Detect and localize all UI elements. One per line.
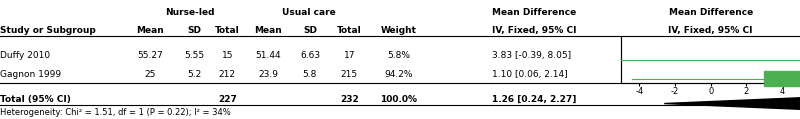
- Text: Total: Total: [337, 26, 362, 35]
- Text: 5.2: 5.2: [187, 70, 202, 79]
- Text: Heterogeneity: Chi² = 1.51, df = 1 (P = 0.22); I² = 34%: Heterogeneity: Chi² = 1.51, df = 1 (P = …: [0, 108, 230, 117]
- Text: Mean: Mean: [254, 26, 282, 35]
- Text: 212: 212: [219, 70, 236, 79]
- Text: 17: 17: [343, 51, 355, 60]
- Text: Nurse-led: Nurse-led: [165, 8, 214, 17]
- Text: IV, Fixed, 95% CI: IV, Fixed, 95% CI: [669, 26, 753, 35]
- Bar: [764, 71, 800, 86]
- Text: 5.8%: 5.8%: [387, 51, 410, 60]
- Text: 25: 25: [144, 70, 156, 79]
- Text: Gagnon 1999: Gagnon 1999: [0, 70, 61, 79]
- Text: Mean: Mean: [136, 26, 164, 35]
- Text: Mean Difference: Mean Difference: [669, 8, 753, 17]
- Text: 232: 232: [340, 95, 358, 104]
- Text: 5.55: 5.55: [184, 51, 205, 60]
- Text: Usual care: Usual care: [282, 8, 335, 17]
- Text: 100.0%: 100.0%: [380, 95, 417, 104]
- Text: 5.8: 5.8: [302, 70, 317, 79]
- Text: 23.9: 23.9: [258, 70, 278, 79]
- Text: 215: 215: [341, 70, 358, 79]
- Text: Total: Total: [215, 26, 240, 35]
- Text: Weight: Weight: [381, 26, 417, 35]
- Text: 227: 227: [218, 95, 237, 104]
- Text: Total (95% CI): Total (95% CI): [0, 95, 71, 104]
- Text: IV, Fixed, 95% CI: IV, Fixed, 95% CI: [492, 26, 577, 35]
- Text: Duffy 2010: Duffy 2010: [0, 51, 50, 60]
- Text: 55.27: 55.27: [137, 51, 163, 60]
- Text: 51.44: 51.44: [255, 51, 281, 60]
- Text: 15: 15: [222, 51, 233, 60]
- Text: 1.26 [0.24, 2.27]: 1.26 [0.24, 2.27]: [492, 95, 576, 104]
- Text: 3.83 [-0.39, 8.05]: 3.83 [-0.39, 8.05]: [492, 51, 571, 60]
- Polygon shape: [664, 96, 800, 111]
- Text: Mean Difference: Mean Difference: [492, 8, 576, 17]
- Text: SD: SD: [187, 26, 202, 35]
- Text: SD: SD: [303, 26, 317, 35]
- Text: 6.63: 6.63: [300, 51, 320, 60]
- Text: 94.2%: 94.2%: [384, 70, 413, 79]
- Text: Study or Subgroup: Study or Subgroup: [0, 26, 96, 35]
- Text: 1.10 [0.06, 2.14]: 1.10 [0.06, 2.14]: [492, 70, 568, 79]
